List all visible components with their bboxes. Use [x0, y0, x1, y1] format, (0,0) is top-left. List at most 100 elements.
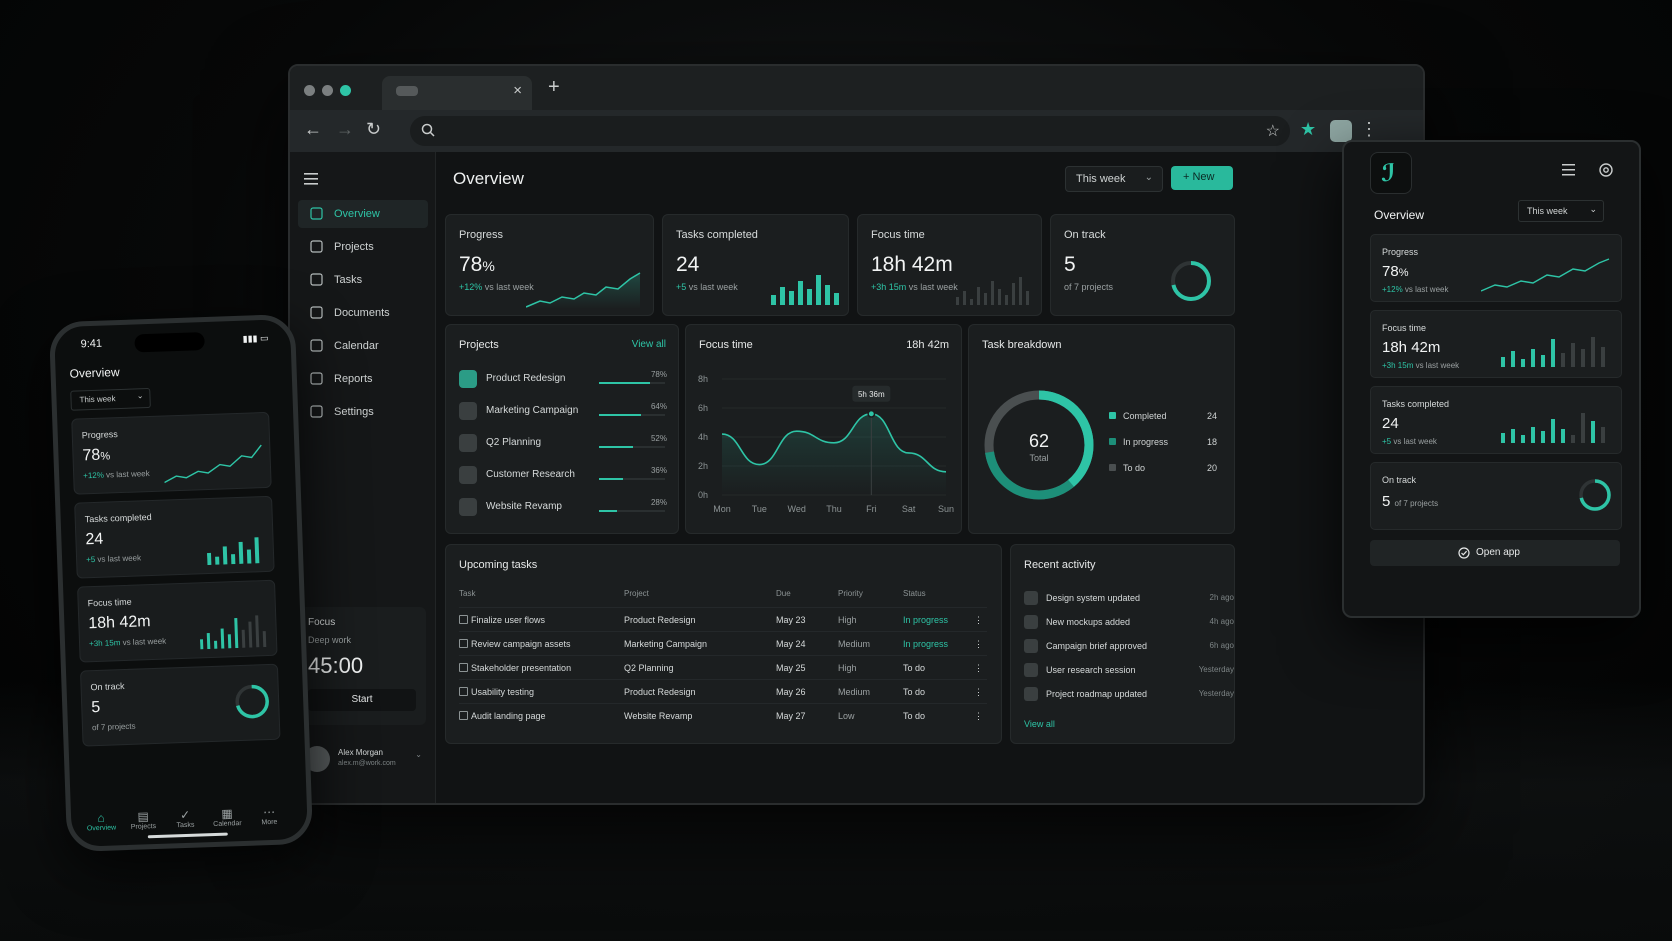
- project-row[interactable]: Customer Research 36%: [459, 466, 667, 486]
- table-row[interactable]: Review campaign assets Marketing Campaign…: [459, 631, 987, 654]
- row-menu-dots-icon[interactable]: ⋮: [974, 615, 983, 625]
- task-project: Q2 Planning: [624, 663, 674, 673]
- table-row[interactable]: Audit landing page Website Revamp May 27 Lo…: [459, 703, 987, 726]
- sidebar-item-documents[interactable]: Documents: [298, 299, 428, 327]
- row-menu-dots-icon[interactable]: ⋮: [974, 639, 983, 649]
- project-name: Q2 Planning: [486, 437, 542, 448]
- project-row[interactable]: Q2 Planning 52%: [459, 434, 667, 454]
- peak-point[interactable]: [867, 409, 876, 418]
- task-checkbox[interactable]: [459, 711, 468, 720]
- task-checkbox[interactable]: [459, 639, 468, 648]
- table-row[interactable]: Stakeholder presentation Q2 Planning May 2…: [459, 655, 987, 678]
- activity-item[interactable]: User research session Yesterday: [1024, 663, 1234, 681]
- activity-item[interactable]: New mockups added 4h ago: [1024, 615, 1234, 633]
- delta-value: +12%: [83, 470, 105, 481]
- task-checkbox[interactable]: [459, 663, 468, 672]
- reload-icon[interactable]: ↻: [366, 119, 382, 139]
- document-icon: [310, 306, 323, 319]
- phone-period-select[interactable]: This week ⌄: [70, 387, 151, 411]
- sidebar-item-reports[interactable]: Reports: [298, 365, 428, 393]
- gear-icon[interactable]: [1598, 162, 1614, 178]
- delta-value: +5: [1382, 437, 1392, 446]
- task-checkbox[interactable]: [459, 687, 468, 696]
- start-focus-button[interactable]: Start: [308, 689, 416, 711]
- activity-icon: [1024, 663, 1038, 677]
- table-row[interactable]: Usability testing Product Redesign May 26 M…: [459, 679, 987, 702]
- activity-item[interactable]: Campaign brief approved 6h ago: [1024, 639, 1234, 657]
- projects-view-all-link[interactable]: View all: [631, 339, 666, 350]
- extension-star-icon[interactable]: ★: [1300, 119, 1317, 139]
- bookmark-star-icon[interactable]: ☆: [1265, 123, 1280, 140]
- activity-view-all-link[interactable]: View all: [1024, 719, 1055, 729]
- sidebar-item-tasks[interactable]: Tasks: [298, 266, 428, 294]
- phone-tab-more[interactable]: ⋯ More: [249, 804, 290, 826]
- stat-title: Focus time: [871, 229, 925, 241]
- row-menu-dots-icon[interactable]: ⋮: [974, 687, 983, 697]
- tab-favicon: [396, 86, 418, 96]
- table-header: Task: [459, 589, 476, 598]
- table-header: Project: [624, 589, 649, 598]
- row-menu-dots-icon[interactable]: ⋮: [974, 663, 983, 673]
- activity-text: New mockups added: [1046, 617, 1131, 627]
- project-icon: [459, 498, 477, 516]
- activity-icon: [1024, 687, 1038, 701]
- phone-tab-calendar[interactable]: ▦ Calendar: [207, 806, 248, 828]
- tooltip-box: [852, 385, 891, 402]
- tasks-bar-sparkline: [771, 275, 839, 305]
- legend-swatch: [1109, 438, 1116, 445]
- window-minimize-dot[interactable]: [322, 85, 333, 96]
- task-task: Finalize user flows: [471, 615, 546, 625]
- hamburger-menu-icon[interactable]: [1562, 164, 1576, 176]
- project-progress-bar: [599, 382, 665, 384]
- new-button[interactable]: + New: [1171, 166, 1233, 190]
- sidebar-item-settings[interactable]: Settings: [298, 398, 428, 426]
- task-task: Usability testing: [471, 687, 535, 697]
- breakdown-donut: [984, 390, 1094, 500]
- stat-title: On track: [1064, 229, 1106, 241]
- delta-text: vs last week: [686, 282, 738, 292]
- project-row[interactable]: Product Redesign 78%: [459, 370, 667, 390]
- menu-dots-icon[interactable]: ⋮: [1360, 119, 1378, 139]
- x-tick-label: Tue: [752, 504, 767, 514]
- sidebar-item-overview[interactable]: Overview: [298, 200, 428, 228]
- stat-value: 78%: [459, 253, 495, 277]
- window-close-dot[interactable]: [304, 85, 315, 96]
- activity-item[interactable]: Design system updated 2h ago: [1024, 591, 1234, 609]
- widget-period-select[interactable]: This week ⌄: [1518, 200, 1604, 222]
- period-select[interactable]: This week ⌄: [1065, 166, 1163, 192]
- project-row[interactable]: Website Revamp 28%: [459, 498, 667, 518]
- arrow-left-icon[interactable]: ←: [304, 119, 322, 139]
- sidebar-item-calendar[interactable]: Calendar: [298, 332, 428, 360]
- phone-tab-overview[interactable]: ⌂ Overview: [81, 810, 122, 833]
- open-app-button[interactable]: Open app: [1370, 540, 1620, 566]
- activity-item[interactable]: Project roadmap updated Yesterday: [1024, 687, 1234, 705]
- card-delta: +12% vs last week: [1382, 285, 1448, 294]
- panel-title: Projects: [459, 339, 499, 351]
- activity-icon: [1024, 639, 1038, 653]
- calendar-icon: [310, 339, 323, 352]
- table-row[interactable]: Finalize user flows Product Redesign May 2…: [459, 607, 987, 630]
- row-menu-dots-icon[interactable]: ⋮: [974, 711, 983, 721]
- activity-text: User research session: [1046, 665, 1136, 675]
- phone-tab-tasks[interactable]: ✓ Tasks: [165, 807, 206, 829]
- task-status: In progress: [903, 639, 949, 649]
- recent-activity-panel: Recent activity Design system updated 2h …: [1010, 544, 1235, 744]
- new-tab-icon[interactable]: +: [548, 76, 560, 98]
- project-row[interactable]: Marketing Campaign 64%: [459, 402, 667, 422]
- sidebar-item-projects[interactable]: Projects: [298, 233, 428, 261]
- user-profile[interactable]: Alex Morgan alex.m@work.com ⌄: [298, 742, 426, 778]
- widget-progress-sparkline: [1481, 258, 1610, 292]
- browser-tab[interactable]: ×: [382, 76, 532, 110]
- task-checkbox[interactable]: [459, 615, 468, 624]
- arrow-right-icon[interactable]: →: [336, 119, 354, 139]
- activity-text: Campaign brief approved: [1046, 641, 1148, 651]
- window-maximize-dot[interactable]: [340, 85, 351, 96]
- profile-avatar[interactable]: [1330, 120, 1352, 142]
- task-project: Marketing Campaign: [624, 639, 708, 649]
- address-bar[interactable]: ☆: [410, 116, 1290, 146]
- hamburger-menu-icon[interactable]: [304, 172, 320, 186]
- browser-toolbar: ← → ↻ ☆ ★ ⋮: [290, 110, 1423, 152]
- close-tab-icon[interactable]: ×: [513, 82, 522, 99]
- phone-tab-projects[interactable]: ▤ Projects: [123, 809, 164, 831]
- card-title: Progress: [81, 429, 118, 441]
